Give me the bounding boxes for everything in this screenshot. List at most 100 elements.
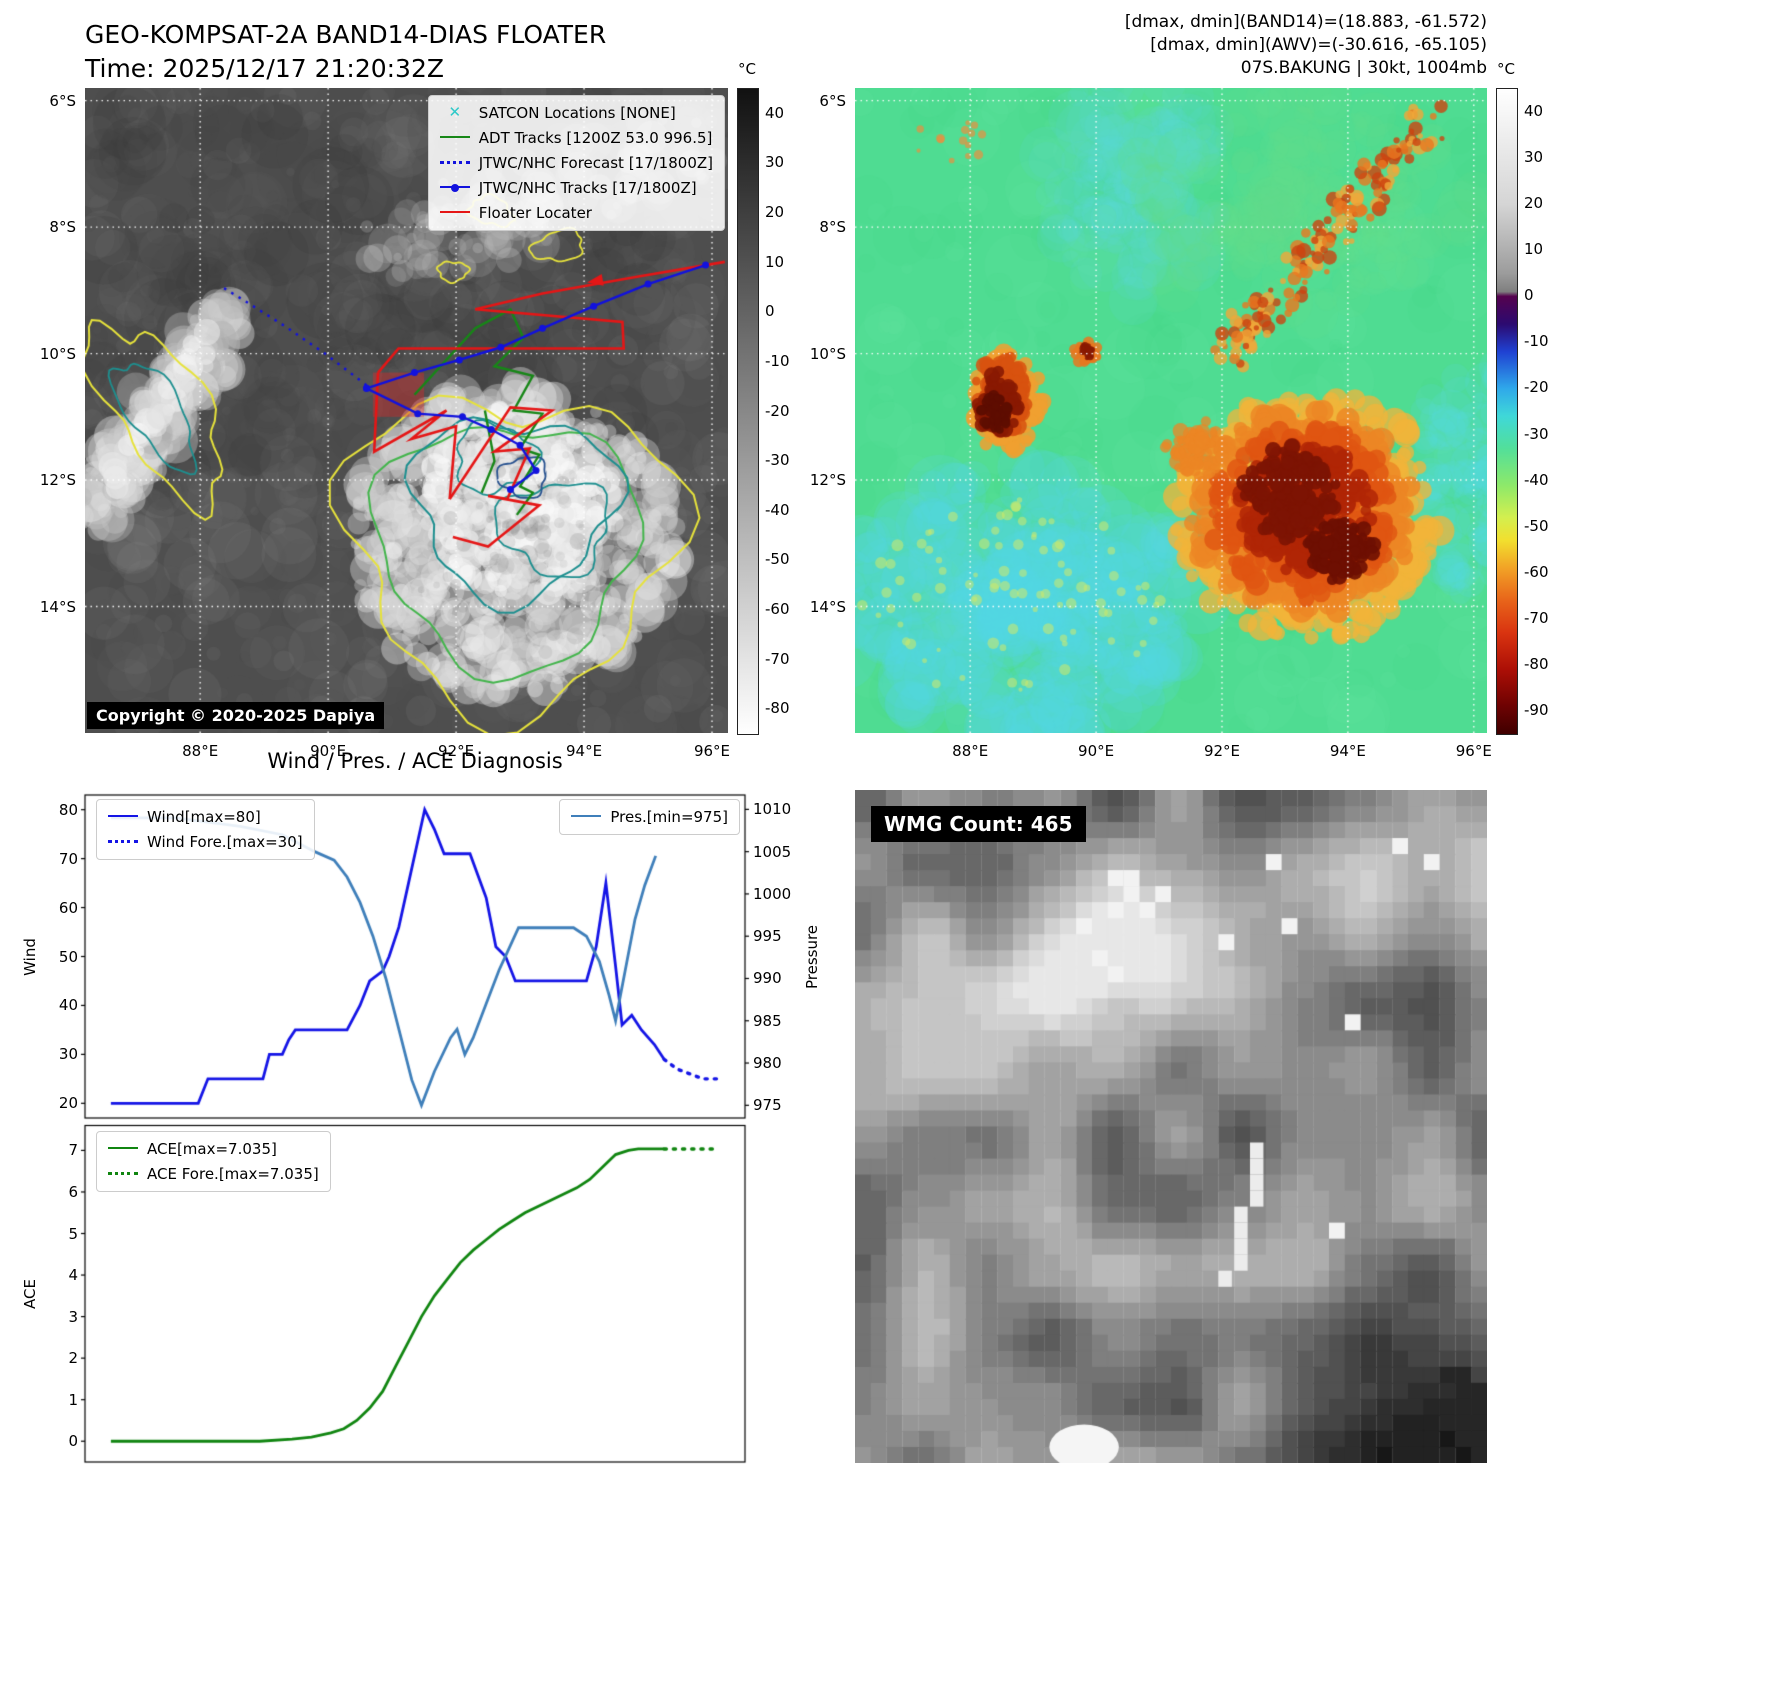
pressure-ytick-label: 980 (753, 1054, 782, 1073)
wind-ytick-label: 20 (58, 1094, 78, 1113)
awv-colorbar-tick-label: 40 (1524, 102, 1544, 121)
line-with-dot-icon (439, 181, 470, 195)
band14-colorbar-tick-label: 30 (765, 153, 785, 172)
band14-colorbar-unit: °C (738, 60, 756, 78)
dotted-line-icon (108, 1167, 138, 1181)
legend-item: Pres.[min=975] (571, 807, 728, 827)
pressure-ytick-label: 975 (753, 1096, 782, 1115)
awv-colorbar-tick-label: -30 (1524, 424, 1549, 443)
pressure-ytick-label: 1005 (753, 842, 792, 861)
wind-ytick-label: 80 (58, 800, 78, 819)
ace-ytick-label: 4 (68, 1266, 78, 1285)
band14-lon-tick-label: 96°E (693, 742, 731, 760)
awv-lat-tick-label: 10°S (809, 344, 846, 363)
awv-header-line: [dmax, dmin](AWV)=(-30.616, -65.105) (1150, 35, 1487, 55)
legend-label: Pres.[min=975] (610, 808, 728, 826)
ace-ytick-label: 2 (68, 1349, 78, 1368)
pressure-axis-label: Pressure (803, 924, 821, 989)
ace-ytick-label: 7 (68, 1141, 78, 1160)
wind-ytick-label: 40 (58, 996, 78, 1015)
band14-colorbar-tick-label: -40 (765, 500, 790, 519)
band14-colorbar-tick-label: -80 (765, 699, 790, 718)
ace-ytick-label: 5 (68, 1224, 78, 1243)
band14-lat-tick-label: 8°S (49, 218, 76, 237)
awv-colorbar-tick-label: -60 (1524, 562, 1549, 581)
legend-item: SATCON Locations [NONE] (440, 103, 713, 123)
pressure-ytick-label: 995 (753, 927, 782, 946)
ace-ytick-label: 3 (68, 1307, 78, 1326)
band14-lon-tick-label: 92°E (438, 742, 475, 760)
legend-label: SATCON Locations [NONE] (478, 104, 676, 122)
awv-colorbar-tick-label: 20 (1524, 194, 1544, 213)
band14-lat-tick-label: 6°S (49, 91, 76, 110)
band14-colorbar-tick-label: -30 (765, 451, 790, 470)
awv-lon-tick-label: 90°E (1078, 742, 1115, 760)
copyright-label: Copyright © 2020-2025 Dapiya (87, 702, 385, 729)
legend-label: JTWC/NHC Tracks [17/1800Z] (478, 179, 697, 197)
awv-satellite-image (855, 88, 1487, 733)
band14-colorbar-tick-label: -20 (765, 401, 790, 420)
awv-header-line: [dmax, dmin](BAND14)=(18.883, -61.572) (1124, 12, 1487, 32)
ace-legend: ACE[max=7.035] ACE Fore.[max=7.035] (96, 1131, 331, 1192)
legend-item: JTWC/NHC Forecast [17/1800Z] (439, 153, 713, 173)
wmg-count-label: WMG Count: 465 (871, 806, 1086, 842)
line-icon (439, 206, 470, 220)
legend-label: ADT Tracks [1200Z 53.0 996.5] (478, 129, 713, 147)
dotted-line-icon (108, 835, 138, 849)
awv-lon-tick-label: 96°E (1455, 742, 1492, 760)
awv-colorbar-tick-label: -40 (1524, 470, 1549, 489)
wmg-mosaic-image (855, 790, 1487, 1463)
wind-legend: Wind[max=80] Wind Fore.[max=30] (96, 799, 315, 860)
wind-ytick-label: 70 (58, 849, 78, 868)
awv-colorbar-tick-label: 10 (1524, 240, 1544, 259)
x-marker-icon (440, 103, 470, 121)
awv-lat-tick-label: 6°S (819, 91, 846, 110)
awv-colorbar-tick-label: -90 (1524, 700, 1549, 719)
awv-lon-tick-label: 92°E (1203, 742, 1241, 760)
legend-label: Floater Locater (478, 204, 592, 222)
awv-colorbar-tick-label: -80 (1524, 654, 1549, 673)
legend-label: Wind[max=80] (147, 808, 261, 826)
band14-map-legend: SATCON Locations [NONE] ADT Tracks [1200Z… (427, 95, 725, 231)
pressure-ytick-label: 1000 (753, 884, 792, 903)
band14-colorbar-tick-label: -10 (765, 351, 790, 370)
band14-title: GEO-KOMPSAT-2A BAND14-DIAS FLOATER (85, 20, 607, 49)
awv-colorbar (1496, 88, 1518, 735)
band14-colorbar-tick-label: 0 (765, 302, 775, 321)
legend-item: ACE Fore.[max=7.035] (108, 1164, 319, 1184)
band14-colorbar-tick-label: -70 (765, 649, 790, 668)
awv-colorbar-tick-label: 0 (1524, 286, 1534, 305)
wind-axis-label: Wind (21, 937, 39, 976)
band14-time-label: Time: 2025/12/17 21:20:32Z (85, 54, 444, 83)
legend-item: Wind Fore.[max=30] (108, 832, 303, 852)
band14-colorbar-tick-label: 10 (765, 252, 785, 271)
band14-colorbar-tick-label: -60 (765, 599, 790, 618)
pressure-ytick-label: 1010 (753, 800, 792, 819)
band14-lat-tick-label: 14°S (39, 597, 76, 616)
line-icon (439, 131, 470, 145)
wind-ytick-label: 30 (58, 1045, 78, 1064)
awv-colorbar-tick-label: -50 (1524, 516, 1549, 535)
awv-colorbar-tick-label: -20 (1524, 378, 1549, 397)
legend-label: JTWC/NHC Forecast [17/1800Z] (478, 154, 713, 172)
legend-item: ACE[max=7.035] (108, 1139, 319, 1159)
ace-ytick-label: 6 (68, 1182, 78, 1201)
awv-lat-tick-label: 8°S (819, 218, 846, 237)
pressure-ytick-label: 985 (753, 1011, 782, 1030)
awv-colorbar-unit: °C (1497, 60, 1515, 78)
band14-lon-tick-label: 90°E (310, 742, 347, 760)
legend-item: Floater Locater (439, 203, 713, 223)
awv-colorbar-tick-label: 30 (1524, 148, 1544, 167)
wind-ytick-label: 50 (58, 947, 78, 966)
awv-lon-tick-label: 94°E (1329, 742, 1366, 760)
band14-lat-tick-label: 10°S (39, 344, 76, 363)
line-icon (571, 810, 602, 824)
wind-ytick-label: 60 (58, 898, 78, 917)
legend-label: Wind Fore.[max=30] (147, 833, 303, 851)
ace-ytick-label: 0 (68, 1432, 78, 1451)
band14-colorbar-tick-label: -50 (765, 550, 790, 569)
ace-axis-label: ACE (21, 1278, 39, 1309)
pressure-legend: Pres.[min=975] (559, 799, 740, 835)
awv-lon-tick-label: 88°E (952, 742, 989, 760)
